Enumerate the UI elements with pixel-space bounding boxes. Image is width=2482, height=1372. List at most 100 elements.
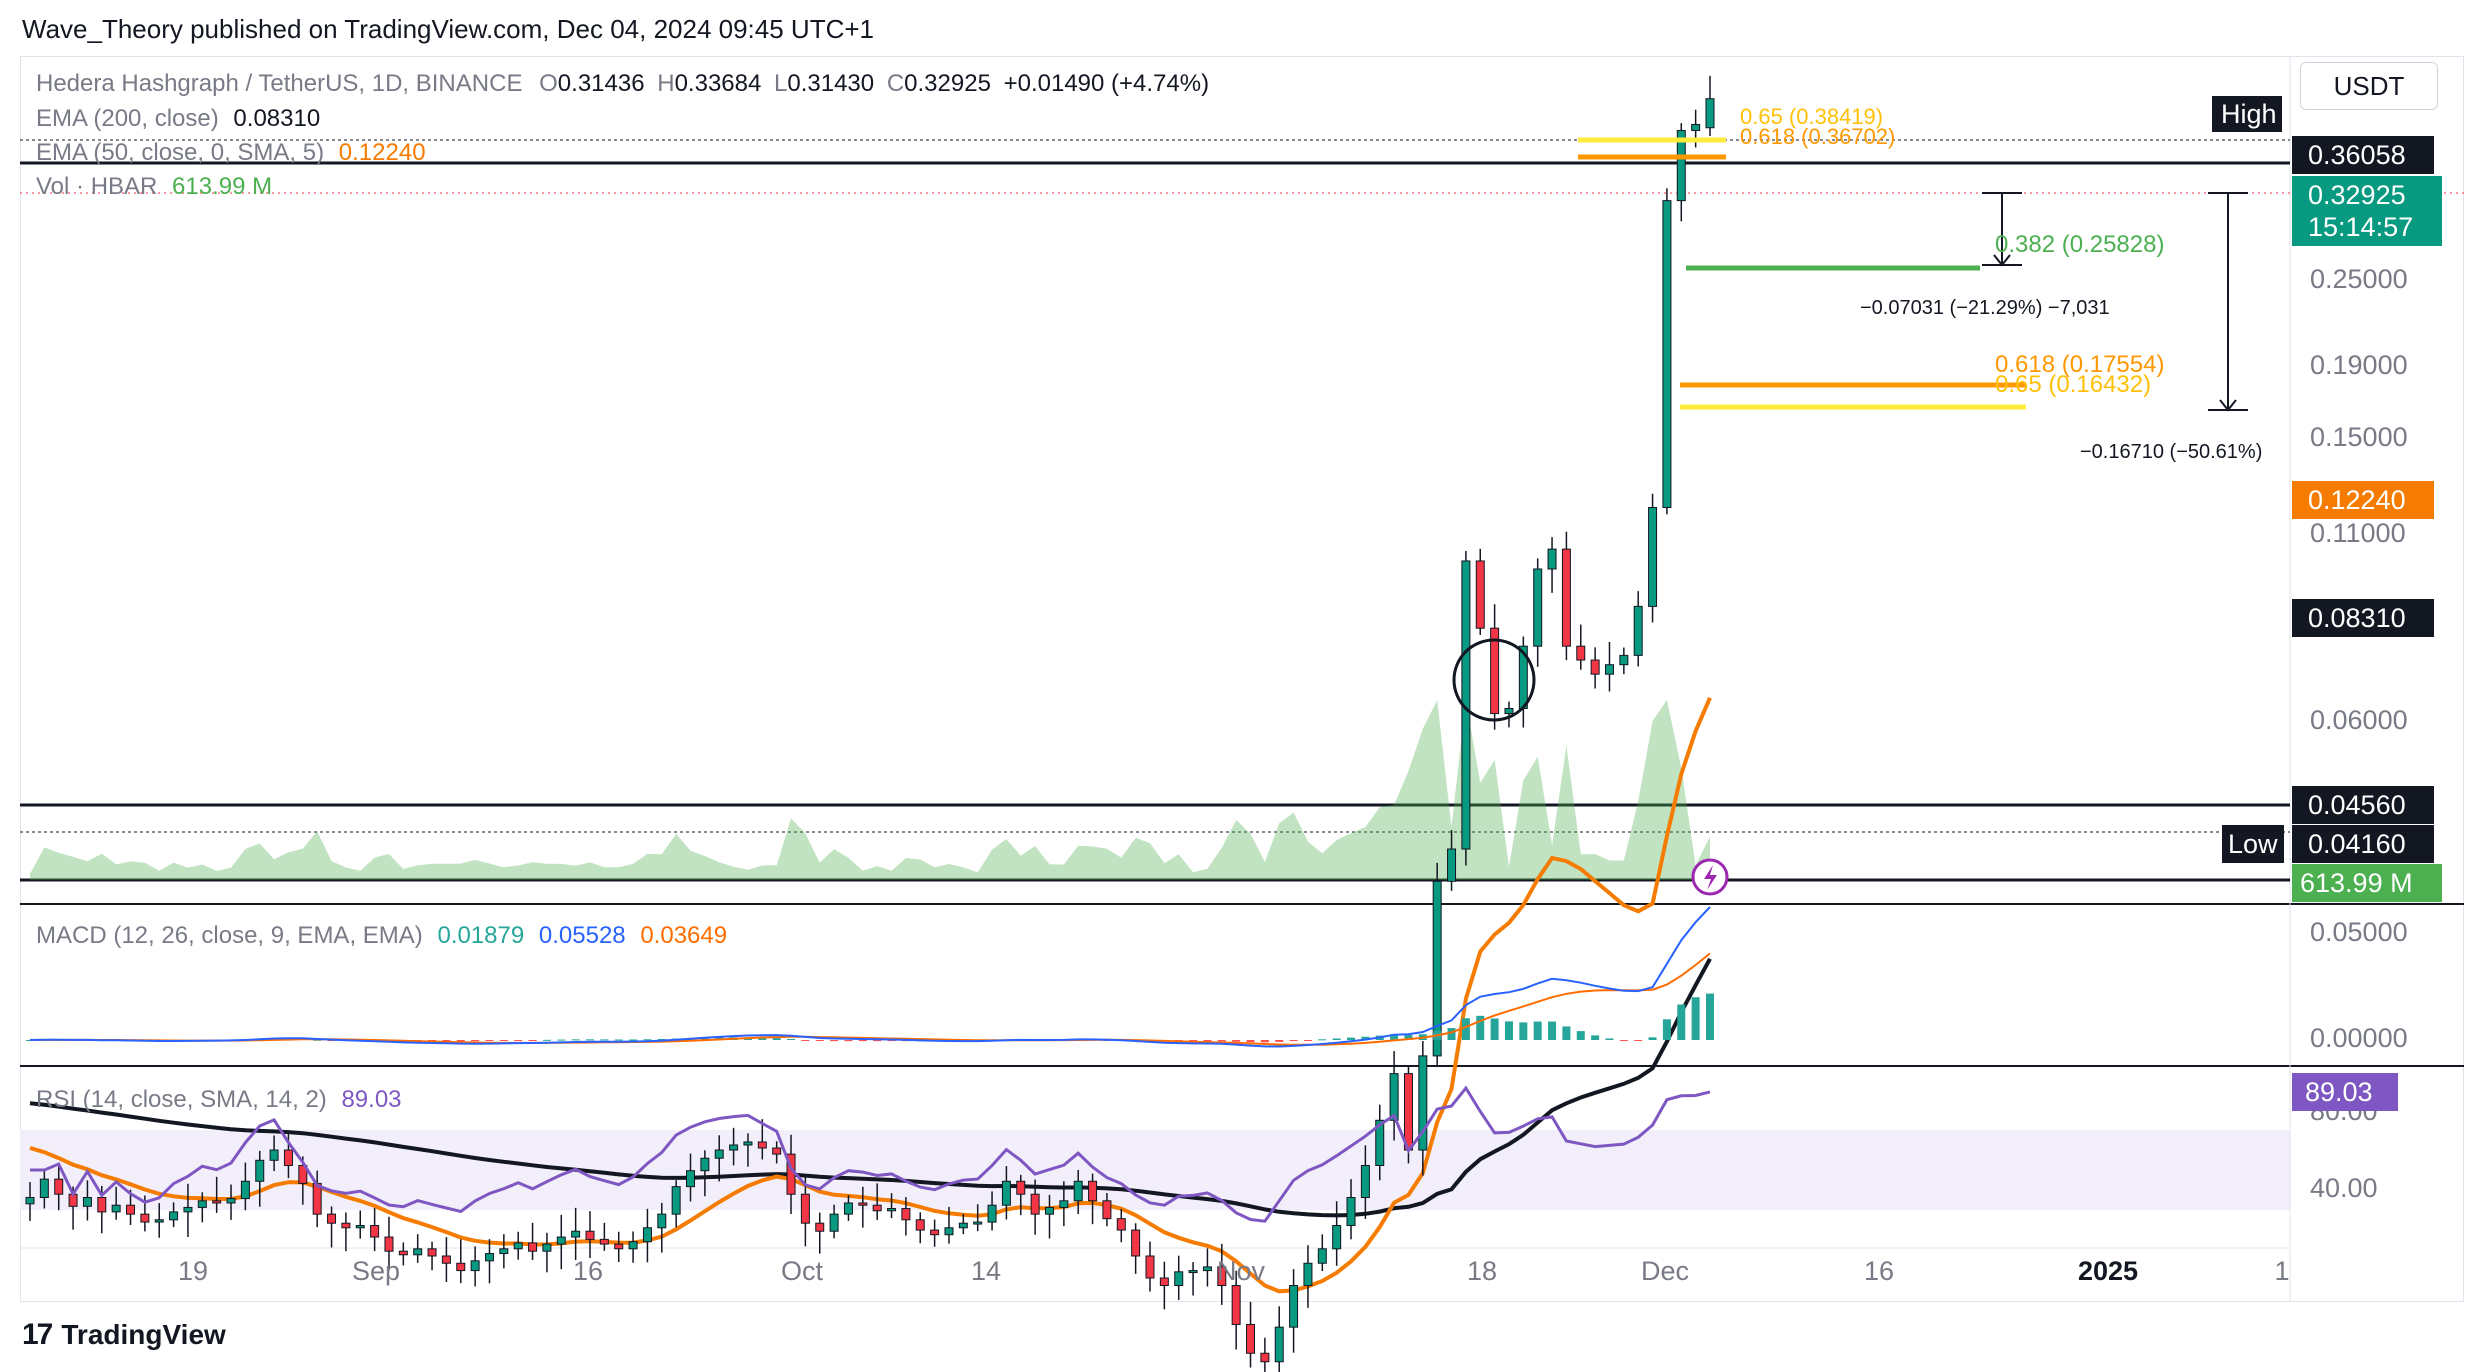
- candle[interactable]: [1174, 1255, 1184, 1300]
- candle[interactable]: [413, 1234, 423, 1263]
- candle[interactable]: [1289, 1269, 1299, 1353]
- candle[interactable]: [700, 1150, 710, 1197]
- candle[interactable]: [54, 1164, 64, 1211]
- candle[interactable]: [1360, 1145, 1370, 1219]
- candle[interactable]: [1317, 1234, 1327, 1272]
- candle[interactable]: [456, 1239, 466, 1284]
- candle[interactable]: [1030, 1179, 1040, 1235]
- candle[interactable]: [1619, 647, 1629, 675]
- candle[interactable]: [958, 1213, 968, 1235]
- candle[interactable]: [1116, 1208, 1126, 1243]
- candle[interactable]: [930, 1219, 940, 1247]
- candle[interactable]: [657, 1202, 667, 1253]
- candle[interactable]: [1145, 1241, 1155, 1292]
- currency-button[interactable]: USDT: [2300, 62, 2438, 110]
- measure-tool-1[interactable]: [1982, 192, 2022, 267]
- candle[interactable]: [1188, 1262, 1198, 1296]
- candle[interactable]: [1131, 1223, 1141, 1274]
- measure-tool-2[interactable]: [2208, 192, 2248, 412]
- candle[interactable]: [1633, 591, 1643, 667]
- candle[interactable]: [1073, 1170, 1083, 1215]
- candle[interactable]: [183, 1183, 193, 1238]
- ema200-legend[interactable]: EMA (200, close) 0.08310: [36, 105, 320, 133]
- candle[interactable]: [126, 1189, 136, 1225]
- candle[interactable]: [1389, 1051, 1399, 1141]
- candle[interactable]: [1604, 641, 1614, 692]
- footer-brand[interactable]: 17 TradingView: [22, 1318, 226, 1352]
- candle[interactable]: [887, 1193, 897, 1219]
- candle[interactable]: [1044, 1194, 1054, 1239]
- candle[interactable]: [1260, 1337, 1270, 1372]
- candle[interactable]: [355, 1210, 365, 1239]
- candle[interactable]: [757, 1119, 767, 1160]
- candle[interactable]: [829, 1204, 839, 1239]
- candle[interactable]: [1533, 558, 1543, 667]
- candle[interactable]: [585, 1211, 595, 1259]
- macd-signal-line[interactable]: [29, 952, 1711, 1046]
- candle[interactable]: [729, 1127, 739, 1166]
- candle[interactable]: [226, 1184, 236, 1220]
- candle[interactable]: [614, 1231, 624, 1263]
- candle[interactable]: [169, 1202, 179, 1228]
- candle[interactable]: [1590, 647, 1600, 689]
- candle[interactable]: [858, 1186, 868, 1228]
- candle[interactable]: [1648, 493, 1658, 623]
- candle[interactable]: [1217, 1243, 1227, 1305]
- time-axis[interactable]: 19 Sep 16 Oct 14 Nov 18 Dec 16 2025 1: [178, 1256, 2290, 1286]
- candle[interactable]: [1418, 1040, 1428, 1176]
- candle[interactable]: [1547, 537, 1557, 593]
- candle[interactable]: [197, 1192, 207, 1223]
- candle[interactable]: [1475, 548, 1485, 635]
- candle[interactable]: [1561, 531, 1571, 661]
- candle[interactable]: [384, 1216, 394, 1271]
- candle[interactable]: [39, 1170, 49, 1209]
- volume-legend[interactable]: Vol · HBAR 613.99 M: [36, 173, 272, 201]
- candle[interactable]: [800, 1175, 810, 1247]
- ema200-line[interactable]: [29, 957, 1712, 1218]
- candle[interactable]: [872, 1183, 882, 1220]
- candle[interactable]: [599, 1222, 609, 1251]
- lightning-icon[interactable]: [1691, 858, 1729, 896]
- candle[interactable]: [542, 1232, 552, 1273]
- candle[interactable]: [628, 1231, 638, 1263]
- ema50-legend[interactable]: EMA (50, close, 0, SMA, 5) 0.12240: [36, 139, 426, 167]
- candle[interactable]: [1159, 1261, 1169, 1310]
- candle[interactable]: [341, 1212, 351, 1252]
- candle[interactable]: [1059, 1181, 1069, 1227]
- candle[interactable]: [513, 1231, 523, 1260]
- candle[interactable]: [499, 1234, 509, 1269]
- candle[interactable]: [1088, 1173, 1098, 1225]
- candle[interactable]: [398, 1242, 408, 1266]
- candle[interactable]: [1016, 1174, 1026, 1216]
- candle[interactable]: [269, 1135, 279, 1172]
- candle[interactable]: [1246, 1301, 1256, 1368]
- candle[interactable]: [154, 1203, 164, 1238]
- candle[interactable]: [470, 1246, 480, 1287]
- candle[interactable]: [973, 1204, 983, 1232]
- ema50-line[interactable]: [29, 697, 1712, 1294]
- candle[interactable]: [441, 1237, 451, 1283]
- candle[interactable]: [686, 1153, 696, 1202]
- candle[interactable]: [987, 1191, 997, 1231]
- candle[interactable]: [642, 1208, 652, 1263]
- candle[interactable]: [1504, 701, 1514, 728]
- candle[interactable]: [1303, 1245, 1313, 1308]
- candle[interactable]: [82, 1180, 92, 1221]
- candle[interactable]: [772, 1141, 782, 1164]
- candle[interactable]: [815, 1212, 825, 1254]
- candle[interactable]: [1332, 1201, 1342, 1266]
- candle[interactable]: [1001, 1166, 1011, 1220]
- candle[interactable]: [484, 1239, 494, 1284]
- candle[interactable]: [944, 1206, 954, 1244]
- macd-line[interactable]: [29, 906, 1711, 1048]
- candle[interactable]: [240, 1162, 250, 1211]
- candle[interactable]: [427, 1241, 437, 1271]
- candle[interactable]: [915, 1212, 925, 1244]
- candle[interactable]: [1662, 188, 1672, 515]
- candle[interactable]: [255, 1150, 265, 1207]
- rsi-legend[interactable]: RSI (14, close, SMA, 14, 2) 89.03: [36, 1086, 402, 1114]
- candle[interactable]: [571, 1207, 581, 1261]
- candle[interactable]: [556, 1214, 566, 1270]
- candle[interactable]: [714, 1135, 724, 1182]
